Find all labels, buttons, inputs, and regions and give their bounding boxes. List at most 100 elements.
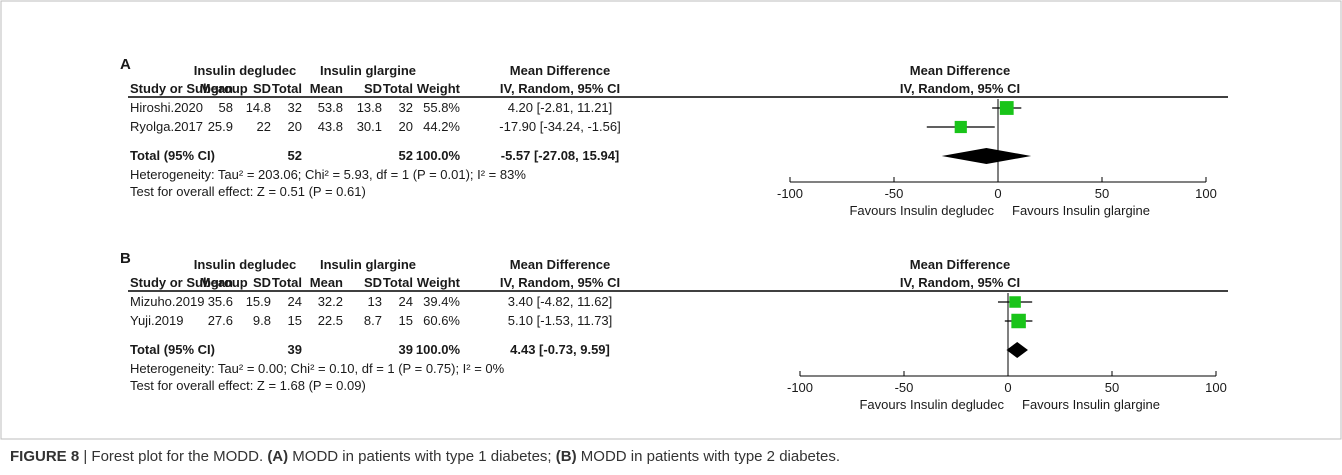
- x-tick-label: 50: [1095, 186, 1109, 201]
- study-ci: 4.20 [-2.81, 11.21]: [508, 100, 613, 115]
- x-tick-label: -50: [895, 380, 914, 395]
- study-sd2: 13.8: [357, 100, 382, 115]
- total-n1: 39: [288, 342, 302, 357]
- total-label: Total (95% CI): [130, 148, 215, 163]
- forest-panel-b: B Insulin degludec Insulin glargine Mean Di…: [120, 250, 1228, 412]
- total2-header: Total: [383, 275, 413, 290]
- total-n1: 52: [288, 148, 302, 163]
- mean-difference-header: Mean Difference: [510, 63, 610, 78]
- study-header: Study or Subgroup: [130, 81, 248, 96]
- mean1-header: Mean: [200, 275, 233, 290]
- study-effect-square: [999, 101, 1014, 115]
- study-sd2: 13: [368, 294, 382, 309]
- study-name: Yuji.2019: [130, 313, 184, 328]
- sd1-header: SD: [253, 81, 271, 96]
- total-weight: 100.0%: [416, 342, 461, 357]
- forest-panel-a: A Insulin degludec Insulin glargine Mean Di…: [120, 56, 1228, 218]
- study-total1: 32: [288, 100, 302, 115]
- total2-header: Total: [383, 81, 413, 96]
- ci-header: IV, Random, 95% CI: [500, 81, 620, 96]
- pooled-effect-diamond: [941, 148, 1032, 164]
- overall-effect-text: Test for overall effect: Z = 1.68 (P = 0…: [130, 378, 366, 393]
- study-ci: 3.40 [-4.82, 11.62]: [508, 294, 613, 309]
- panel-label: A: [120, 56, 131, 73]
- plot-header: Mean Difference: [910, 257, 1010, 272]
- total1-header: Total: [272, 275, 302, 290]
- study-effect-square: [954, 120, 967, 134]
- study-total2: 32: [399, 100, 413, 115]
- heterogeneity-text: Heterogeneity: Tau² = 0.00; Chi² = 0.10,…: [130, 361, 505, 376]
- study-weight: 39.4%: [423, 294, 460, 309]
- figure-caption: FIGURE 8 | Forest plot for the MODD. (A)…: [10, 448, 840, 465]
- caption-b-text: MODD in patients with type 2 diabetes.: [577, 448, 840, 465]
- study-sd2: 30.1: [357, 119, 382, 134]
- group2-header: Insulin glargine: [320, 63, 416, 78]
- study-total1: 20: [288, 119, 302, 134]
- study-mean1: 35.6: [208, 294, 233, 309]
- study-total2: 24: [399, 294, 413, 309]
- group2-header: Insulin glargine: [320, 257, 416, 272]
- total-label: Total (95% CI): [130, 342, 215, 357]
- caption-b-label: (B): [556, 448, 577, 465]
- study-effect-square: [1011, 313, 1026, 329]
- panel-label: B: [120, 250, 131, 267]
- study-effect-square: [1009, 296, 1021, 308]
- weight-header: Weight: [417, 275, 461, 290]
- mean-difference-header: Mean Difference: [510, 257, 610, 272]
- mean1-header: Mean: [200, 81, 233, 96]
- study-weight: 44.2%: [423, 119, 460, 134]
- sd1-header: SD: [253, 275, 271, 290]
- sd2-header: SD: [364, 81, 382, 96]
- x-tick-label: 0: [994, 186, 1001, 201]
- study-mean2: 32.2: [318, 294, 343, 309]
- study-mean2: 22.5: [318, 313, 343, 328]
- x-tick-label: 100: [1195, 186, 1217, 201]
- study-mean2: 43.8: [318, 119, 343, 134]
- study-total1: 24: [288, 294, 302, 309]
- favours-right-label: Favours Insulin glargine: [1012, 203, 1150, 218]
- study-name: Ryolga.2017: [130, 119, 203, 134]
- mean2-header: Mean: [310, 81, 343, 96]
- plot-subheader: IV, Random, 95% CI: [900, 81, 1020, 96]
- study-weight: 60.6%: [423, 313, 460, 328]
- study-total2: 20: [399, 119, 413, 134]
- caption-a-label: (A): [267, 448, 288, 465]
- x-tick-label: 100: [1205, 380, 1227, 395]
- group1-header: Insulin degludec: [194, 257, 297, 272]
- plot-header: Mean Difference: [910, 63, 1010, 78]
- study-sd1: 9.8: [253, 313, 271, 328]
- x-tick-label: 0: [1004, 380, 1011, 395]
- group1-header: Insulin degludec: [194, 63, 297, 78]
- study-name: Hiroshi.2020: [130, 100, 203, 115]
- caption-a-text: MODD in patients with type 1 diabetes;: [288, 448, 556, 465]
- study-header: Study or Subgroup: [130, 275, 248, 290]
- study-sd1: 22: [257, 119, 271, 134]
- total1-header: Total: [272, 81, 302, 96]
- study-total2: 15: [399, 313, 413, 328]
- study-mean1: 27.6: [208, 313, 233, 328]
- study-sd2: 8.7: [364, 313, 382, 328]
- total-ci: 4.43 [-0.73, 9.59]: [510, 342, 610, 357]
- study-mean1: 25.9: [208, 119, 233, 134]
- study-name: Mizuho.2019: [130, 294, 204, 309]
- x-tick-label: -100: [777, 186, 803, 201]
- favours-left-label: Favours Insulin degludec: [859, 397, 1004, 412]
- favours-left-label: Favours Insulin degludec: [849, 203, 994, 218]
- study-total1: 15: [288, 313, 302, 328]
- x-tick-label: -50: [885, 186, 904, 201]
- favours-right-label: Favours Insulin glargine: [1022, 397, 1160, 412]
- study-weight: 55.8%: [423, 100, 460, 115]
- study-sd1: 14.8: [246, 100, 271, 115]
- sd2-header: SD: [364, 275, 382, 290]
- study-ci: -17.90 [-34.24, -1.56]: [499, 119, 620, 134]
- study-mean2: 53.8: [318, 100, 343, 115]
- x-tick-label: -100: [787, 380, 813, 395]
- total-ci: -5.57 [-27.08, 15.94]: [501, 148, 620, 163]
- weight-header: Weight: [417, 81, 461, 96]
- total-weight: 100.0%: [416, 148, 461, 163]
- pooled-effect-diamond: [1006, 342, 1028, 358]
- x-tick-label: 50: [1105, 380, 1119, 395]
- overall-effect-text: Test for overall effect: Z = 0.51 (P = 0…: [130, 184, 366, 199]
- study-mean1: 58: [219, 100, 233, 115]
